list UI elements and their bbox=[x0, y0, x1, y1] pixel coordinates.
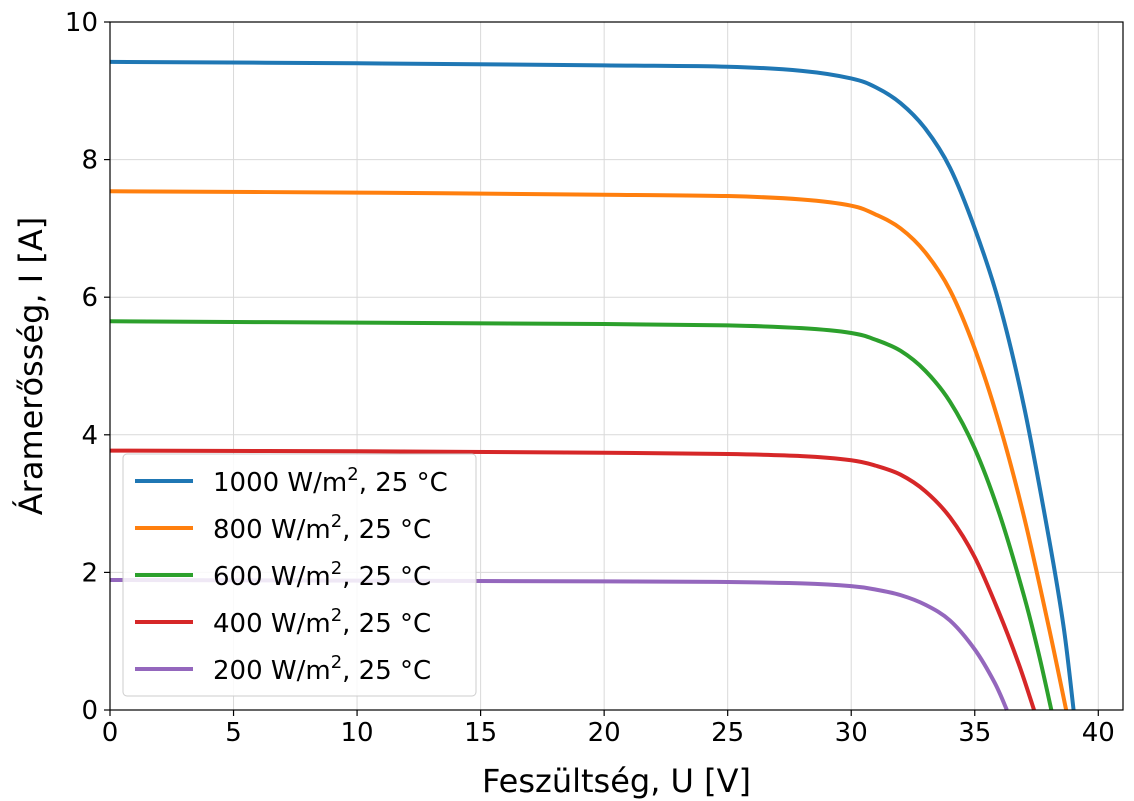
legend: 1000 W/m2, 25 °C 800 W/m2, 25 °C 600 W/m2,… bbox=[122, 453, 477, 697]
series-line-0 bbox=[109, 59, 1076, 711]
x-tick-label: 15 bbox=[464, 718, 497, 748]
y-tick-label: 8 bbox=[81, 146, 98, 176]
y-tick-label: 4 bbox=[81, 421, 98, 451]
legend-label-3: 400 W/m2, 25 °C bbox=[213, 605, 431, 639]
legend-label-4: 200 W/m2, 25 °C bbox=[213, 652, 431, 686]
series-line-1 bbox=[109, 189, 1069, 711]
axis-ticks: 0 5 10 15 20 25 30 35 40 0 2 4 6 8 10 bbox=[65, 8, 1115, 748]
legend-label-0: 1000 W/m2, 25 °C bbox=[213, 464, 448, 498]
x-tick-label: 25 bbox=[711, 718, 744, 748]
series-line-2 bbox=[109, 319, 1054, 711]
x-tick-label: 5 bbox=[225, 718, 242, 748]
legend-label-1: 800 W/m2, 25 °C bbox=[213, 511, 431, 545]
x-tick-label: 30 bbox=[835, 718, 868, 748]
x-tick-label: 35 bbox=[958, 718, 991, 748]
y-tick-label: 6 bbox=[81, 283, 98, 313]
legend-label-2: 600 W/m2, 25 °C bbox=[213, 558, 431, 592]
series-lines bbox=[109, 59, 1076, 711]
x-tick-label: 40 bbox=[1082, 718, 1115, 748]
x-axis-label: Feszültség, U [V] bbox=[482, 762, 751, 800]
x-tick-label: 20 bbox=[588, 718, 621, 748]
y-tick-label: 10 bbox=[65, 8, 98, 38]
x-tick-label: 0 bbox=[102, 718, 119, 748]
legend-box bbox=[122, 453, 477, 697]
x-tick-label: 10 bbox=[341, 718, 374, 748]
y-tick-label: 2 bbox=[81, 558, 98, 588]
series-line-3 bbox=[109, 448, 1036, 711]
y-axis-label: Áramerősség, I [A] bbox=[12, 217, 50, 515]
y-tick-label: 0 bbox=[81, 696, 98, 726]
plot-frame bbox=[109, 21, 1124, 711]
